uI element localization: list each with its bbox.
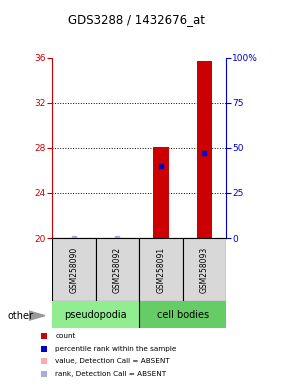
Polygon shape: [29, 311, 45, 320]
Text: GSM258092: GSM258092: [113, 247, 122, 293]
Bar: [52, 301, 139, 328]
Text: GDS3288 / 1432676_at: GDS3288 / 1432676_at: [68, 13, 205, 26]
Text: other: other: [7, 311, 33, 321]
Bar: [183, 238, 226, 301]
Text: percentile rank within the sample: percentile rank within the sample: [55, 346, 177, 352]
Bar: [96, 238, 139, 301]
Text: cell bodies: cell bodies: [157, 310, 209, 320]
Bar: [197, 61, 212, 238]
Text: GSM258090: GSM258090: [69, 247, 79, 293]
Bar: [153, 147, 168, 238]
Bar: [139, 238, 183, 301]
Text: pseudopodia: pseudopodia: [64, 310, 127, 320]
Bar: [52, 238, 96, 301]
Text: GSM258091: GSM258091: [156, 247, 166, 293]
Text: GSM258093: GSM258093: [200, 247, 209, 293]
Text: value, Detection Call = ABSENT: value, Detection Call = ABSENT: [55, 358, 170, 364]
Text: count: count: [55, 333, 76, 339]
Text: rank, Detection Call = ABSENT: rank, Detection Call = ABSENT: [55, 371, 166, 377]
Bar: [139, 301, 226, 328]
